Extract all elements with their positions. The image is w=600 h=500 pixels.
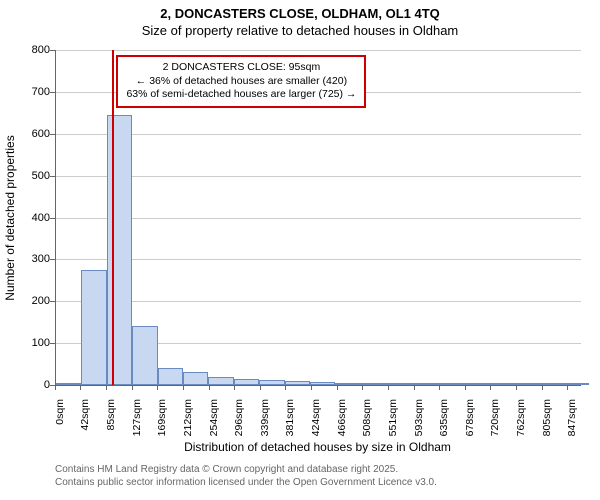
x-tick-label: 85sqm — [105, 399, 117, 444]
bar — [539, 383, 564, 385]
bar — [285, 381, 310, 385]
x-tick-label: 42sqm — [79, 399, 91, 444]
y-tick-label: 200 — [20, 295, 50, 307]
gridline — [56, 218, 581, 219]
y-tick-label: 100 — [20, 337, 50, 349]
x-axis-label: Distribution of detached houses by size … — [55, 440, 580, 454]
x-tick-label: 847sqm — [566, 399, 578, 444]
info-box: 2 DONCASTERS CLOSE: 95sqm ← 36% of detac… — [116, 55, 366, 108]
x-tick-label: 381sqm — [284, 399, 296, 444]
x-tick-label: 678sqm — [464, 399, 476, 444]
bar — [335, 383, 360, 385]
bar — [437, 383, 462, 385]
x-tick-label: 466sqm — [336, 399, 348, 444]
x-tick-label: 424sqm — [310, 399, 322, 444]
x-tick-label: 254sqm — [208, 399, 220, 444]
y-tick-label: 800 — [20, 44, 50, 56]
bar — [310, 382, 335, 385]
x-tick-label: 551sqm — [387, 399, 399, 444]
x-tick-label: 296sqm — [233, 399, 245, 444]
bar — [259, 380, 284, 385]
y-tick-label: 700 — [20, 86, 50, 98]
info-line-1: 2 DONCASTERS CLOSE: 95sqm — [126, 61, 356, 75]
y-axis-label: Number of detached properties — [3, 113, 17, 323]
attribution-line-1: Contains HM Land Registry data © Crown c… — [55, 463, 437, 476]
x-tick-label: 0sqm — [54, 399, 66, 444]
bar — [158, 368, 183, 385]
marker-line — [112, 50, 114, 385]
x-tick-label: 593sqm — [413, 399, 425, 444]
bar — [361, 383, 386, 385]
x-tick-label: 339sqm — [259, 399, 271, 444]
bar — [81, 270, 106, 385]
plot-area: 2 DONCASTERS CLOSE: 95sqm ← 36% of detac… — [55, 50, 581, 386]
gridline — [56, 301, 581, 302]
x-tick-label: 508sqm — [361, 399, 373, 444]
chart-container: 2, DONCASTERS CLOSE, OLDHAM, OL1 4TQ Siz… — [0, 0, 600, 500]
x-tick-label: 762sqm — [515, 399, 527, 444]
x-tick-label: 805sqm — [541, 399, 553, 444]
x-tick-label: 212sqm — [182, 399, 194, 444]
y-tick-label: 400 — [20, 212, 50, 224]
x-tick-label: 720sqm — [489, 399, 501, 444]
bar — [208, 377, 233, 385]
y-tick-label: 500 — [20, 170, 50, 182]
bar — [513, 383, 538, 385]
bar — [488, 383, 513, 385]
bar — [56, 383, 81, 385]
bar — [386, 383, 411, 385]
y-tick-label: 300 — [20, 253, 50, 265]
bar — [183, 372, 208, 385]
attribution: Contains HM Land Registry data © Crown c… — [55, 463, 437, 489]
bar — [107, 115, 132, 385]
info-line-3: 63% of semi-detached houses are larger (… — [126, 88, 356, 102]
x-tick-label: 169sqm — [156, 399, 168, 444]
bar — [462, 383, 487, 385]
x-tick-label: 127sqm — [131, 399, 143, 444]
bar — [564, 383, 589, 385]
bar — [234, 379, 259, 385]
attribution-line-2: Contains public sector information licen… — [55, 476, 437, 489]
y-tick-label: 600 — [20, 128, 50, 140]
gridline — [56, 259, 581, 260]
x-tick-label: 635sqm — [438, 399, 450, 444]
bar — [132, 326, 157, 385]
chart-title: 2, DONCASTERS CLOSE, OLDHAM, OL1 4TQ — [0, 0, 600, 21]
gridline — [56, 50, 581, 51]
info-line-2: ← 36% of detached houses are smaller (42… — [126, 75, 356, 89]
gridline — [56, 176, 581, 177]
gridline — [56, 134, 581, 135]
chart-subtitle: Size of property relative to detached ho… — [0, 23, 600, 38]
bar — [412, 383, 437, 385]
y-tick-label: 0 — [20, 379, 50, 391]
